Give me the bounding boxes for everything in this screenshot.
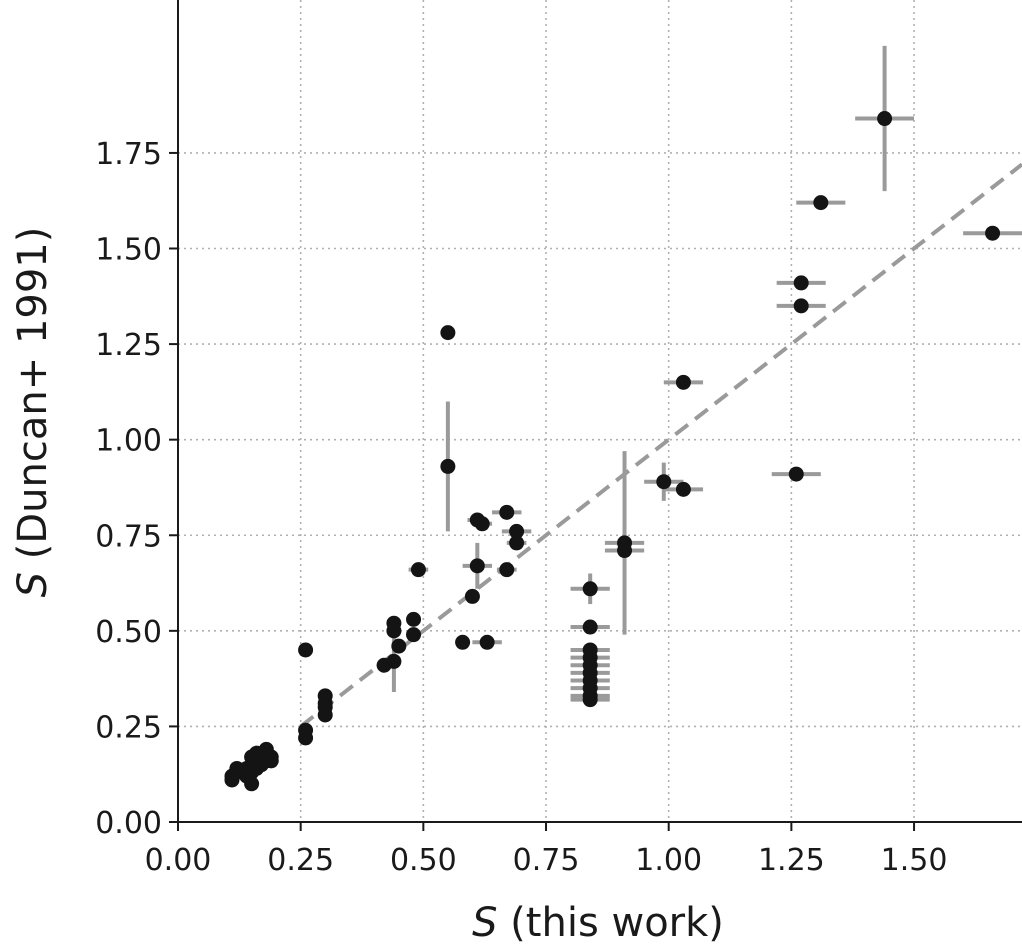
data-point bbox=[263, 749, 279, 765]
y-tick-label: 0.75 bbox=[95, 519, 162, 554]
grid bbox=[177, 0, 1022, 823]
data-point bbox=[499, 504, 515, 520]
data-point bbox=[582, 619, 598, 635]
data-point bbox=[455, 634, 471, 650]
data-point bbox=[479, 634, 495, 650]
data-point bbox=[509, 523, 525, 539]
axes bbox=[169, 0, 1022, 831]
data-point bbox=[391, 638, 407, 654]
x-axis-symbol: S bbox=[472, 900, 497, 946]
data-point bbox=[406, 611, 422, 627]
data-point bbox=[298, 642, 314, 658]
data-point bbox=[317, 688, 333, 704]
data-point bbox=[464, 588, 480, 604]
x-tick-label: 0.00 bbox=[145, 843, 212, 878]
y-tick-label: 0.25 bbox=[95, 710, 162, 745]
y-tick-label: 1.00 bbox=[95, 424, 162, 459]
tick-labels: 0.00 0.25 0.50 0.75 1.00 1.25 1.50 0.00 0.25 0.50… bbox=[95, 137, 947, 878]
y-tick-label: 1.75 bbox=[95, 137, 162, 172]
data-point bbox=[793, 298, 809, 314]
data-point bbox=[788, 466, 804, 482]
x-tick-label: 0.25 bbox=[267, 843, 334, 878]
errorbar-layer bbox=[389, 45, 1022, 702]
data-point bbox=[386, 653, 402, 669]
y-axis-text: (Duncan+ 1991) bbox=[10, 227, 56, 572]
y-tick-label: 1.25 bbox=[95, 328, 162, 363]
x-tick-label: 1.50 bbox=[881, 843, 948, 878]
data-point bbox=[474, 516, 490, 532]
data-point bbox=[469, 558, 485, 574]
data-point bbox=[386, 615, 402, 631]
y-tick-label: 0.00 bbox=[95, 806, 162, 841]
data-point bbox=[298, 722, 314, 738]
x-tick-label: 0.50 bbox=[390, 843, 457, 878]
data-point bbox=[509, 535, 525, 551]
data-point bbox=[440, 458, 456, 474]
y-axis-symbol: S bbox=[10, 572, 56, 597]
x-axis-label: S (this work) bbox=[472, 900, 724, 946]
data-point bbox=[813, 195, 829, 211]
data-point bbox=[793, 275, 809, 291]
data-point bbox=[582, 581, 598, 597]
data-point bbox=[440, 325, 456, 341]
data-point bbox=[582, 692, 598, 708]
data-point bbox=[675, 374, 691, 390]
data-point bbox=[244, 776, 260, 792]
data-point bbox=[499, 562, 515, 578]
y-tick-label: 0.50 bbox=[95, 615, 162, 650]
x-axis-text: (this work) bbox=[497, 900, 723, 946]
x-tick-label: 0.75 bbox=[513, 843, 580, 878]
data-point bbox=[675, 481, 691, 497]
reference-line-layer bbox=[299, 162, 1022, 728]
data-point bbox=[410, 562, 426, 578]
points-layer bbox=[224, 111, 1001, 792]
data-point bbox=[985, 225, 1001, 241]
y-tick-label: 1.50 bbox=[95, 233, 162, 268]
x-tick-label: 1.25 bbox=[758, 843, 825, 878]
x-tick-label: 1.00 bbox=[635, 843, 702, 878]
data-point bbox=[617, 543, 633, 559]
data-point bbox=[656, 474, 672, 490]
y-axis-label: S (Duncan+ 1991) bbox=[10, 227, 56, 598]
data-point bbox=[877, 111, 893, 127]
one-to-one-line bbox=[299, 162, 1022, 728]
data-point bbox=[406, 627, 422, 643]
